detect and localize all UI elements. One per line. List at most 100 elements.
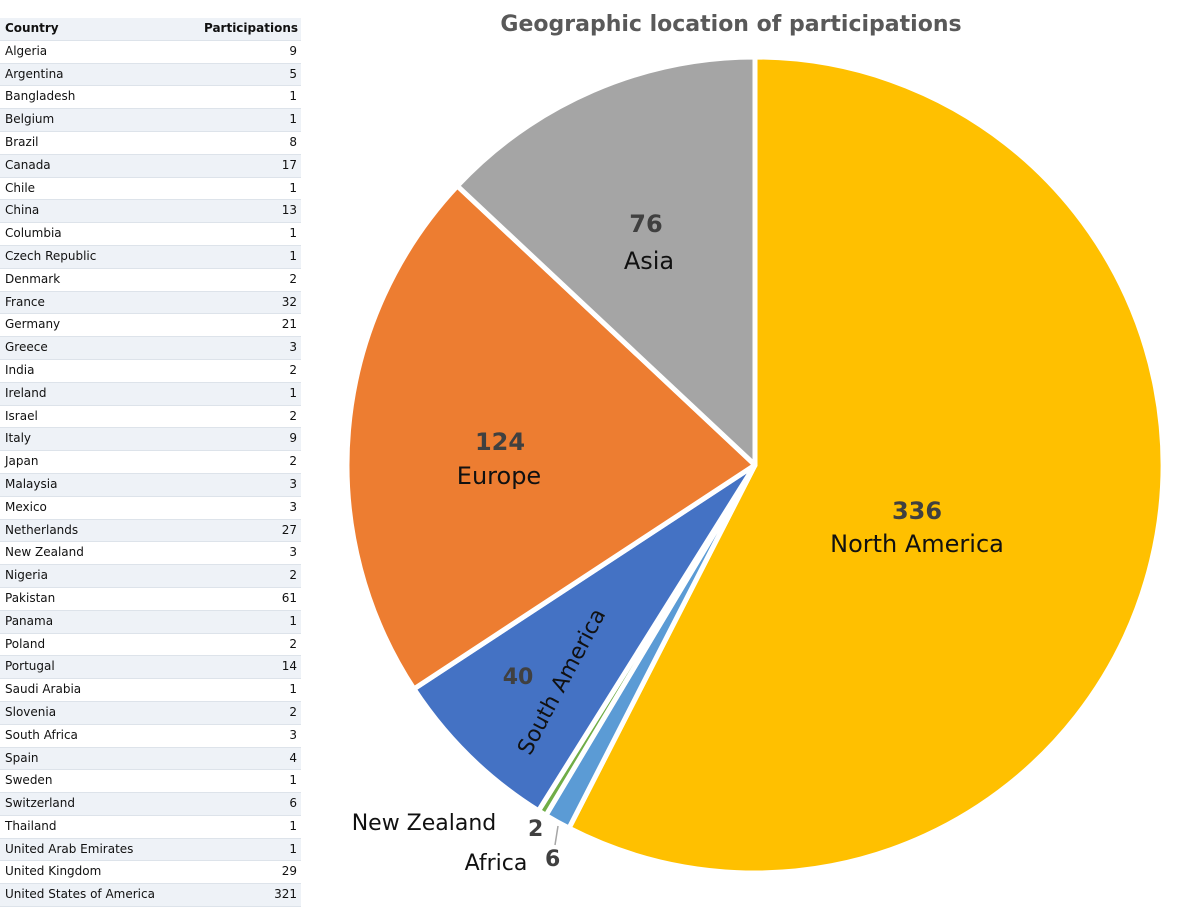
- country-cell: Columbia: [0, 222, 183, 246]
- country-cell: Greece: [0, 336, 183, 360]
- participations-cell: 4: [182, 747, 301, 771]
- country-cell: Bangladesh: [0, 85, 183, 110]
- table-row: Argentina 5: [0, 63, 301, 87]
- country-cell: United Kingdom: [0, 860, 183, 885]
- participations-cell: 3: [182, 541, 301, 566]
- participations-cell: 1: [182, 838, 301, 862]
- participations-cell: 1: [182, 610, 301, 634]
- country-cell: Portugal: [0, 655, 183, 680]
- participations-cell: 1: [182, 678, 301, 702]
- data-label-value: 76: [629, 210, 662, 238]
- leader-line: [554, 825, 559, 846]
- country-cell: Denmark: [0, 268, 183, 292]
- table-row: France 32: [0, 291, 301, 315]
- participations-cell: 61: [182, 587, 301, 611]
- participations-cell: 17: [182, 154, 301, 178]
- leader-lines: [554, 825, 559, 846]
- table-row: Mexico 3: [0, 496, 301, 520]
- table-row: United States of America 321: [0, 883, 301, 907]
- pie-slices: [344, 54, 1166, 876]
- table-row: Greece 3: [0, 336, 301, 360]
- country-cell: Brazil: [0, 131, 183, 155]
- participations-cell: 2: [182, 633, 301, 657]
- table-row: Israel 2: [0, 405, 301, 429]
- table-row: Saudi Arabia 1: [0, 678, 301, 702]
- country-cell: Malaysia: [0, 473, 183, 497]
- pie-slice-north-america: [566, 54, 1166, 876]
- table-row: Portugal 14: [0, 655, 301, 680]
- data-label-category: Asia: [624, 247, 674, 275]
- participations-cell: 1: [182, 177, 301, 201]
- table-body: Algeria 9 Argentina 5 Bangladesh 1 Belgium 1 Bra…: [0, 40, 301, 907]
- country-cell: Belgium: [0, 108, 183, 132]
- data-label-value: 124: [475, 428, 525, 456]
- table-row: Nigeria 2: [0, 564, 301, 588]
- table-row: Spain 4: [0, 747, 301, 771]
- participations-column-header: Participations: [182, 18, 301, 41]
- participations-cell: 3: [182, 473, 301, 497]
- table-row: Pakistan 61: [0, 587, 301, 611]
- table-row: Belgium 1: [0, 108, 301, 132]
- country-cell: Poland: [0, 633, 183, 657]
- participations-cell: 27: [182, 519, 301, 543]
- participations-cell: 9: [182, 427, 301, 452]
- data-label-category: New Zealand: [352, 811, 497, 836]
- country-cell: Spain: [0, 747, 183, 771]
- country-cell: China: [0, 199, 183, 224]
- table-row: Czech Republic 1: [0, 245, 301, 269]
- data-label-value: 40: [503, 665, 534, 690]
- chart-title: Geographic location of participations: [500, 12, 961, 37]
- table-row: Japan 2: [0, 450, 301, 474]
- data-label-category: Africa: [465, 851, 528, 876]
- participations-cell: 1: [182, 815, 301, 839]
- country-cell: Sweden: [0, 769, 183, 794]
- country-cell: Netherlands: [0, 519, 183, 543]
- table-row: Germany 21: [0, 313, 301, 338]
- participations-cell: 3: [182, 496, 301, 520]
- participations-cell: 1: [182, 245, 301, 269]
- country-cell: Chile: [0, 177, 183, 201]
- participations-cell: 21: [182, 313, 301, 338]
- country-cell: Panama: [0, 610, 183, 634]
- participations-cell: 13: [182, 199, 301, 224]
- table-header-row: Country Participations: [0, 18, 301, 41]
- table-row: Switzerland 6: [0, 792, 301, 816]
- table-row: Denmark 2: [0, 268, 301, 292]
- country-column-header: Country: [0, 18, 183, 41]
- country-cell: Nigeria: [0, 564, 183, 588]
- country-cell: Germany: [0, 313, 183, 338]
- table-row: Canada 17: [0, 154, 301, 178]
- participations-cell: 1: [182, 222, 301, 246]
- participations-cell: 1: [182, 769, 301, 794]
- country-cell: United Arab Emirates: [0, 838, 183, 862]
- country-cell: France: [0, 291, 183, 315]
- participations-cell: 6: [182, 792, 301, 816]
- table-row: South Africa 3: [0, 724, 301, 748]
- country-cell: India: [0, 359, 183, 383]
- table-row: Panama 1: [0, 610, 301, 634]
- pie-slice-asia: [454, 54, 758, 468]
- participations-cell: 2: [182, 268, 301, 292]
- country-cell: Israel: [0, 405, 183, 429]
- table-row: United Kingdom 29: [0, 860, 301, 885]
- country-cell: Czech Republic: [0, 245, 183, 269]
- participations-cell: 2: [182, 359, 301, 383]
- participations-cell: 14: [182, 655, 301, 680]
- participations-cell: 1: [182, 108, 301, 132]
- table-row: Poland 2: [0, 633, 301, 657]
- country-cell: South Africa: [0, 724, 183, 748]
- table-row: Algeria 9: [0, 40, 301, 64]
- table-row: India 2: [0, 359, 301, 383]
- table-row: Malaysia 3: [0, 473, 301, 497]
- participations-cell: 2: [182, 701, 301, 725]
- table-row: Sweden 1: [0, 769, 301, 794]
- country-cell: Italy: [0, 427, 183, 452]
- country-cell: Pakistan: [0, 587, 183, 611]
- country-cell: United States of America: [0, 883, 183, 907]
- data-label-value: 336: [892, 497, 942, 525]
- participations-cell: 3: [182, 724, 301, 748]
- table-row: New Zealand 3: [0, 541, 301, 566]
- country-cell: Thailand: [0, 815, 183, 839]
- table-row: Ireland 1: [0, 382, 301, 406]
- table-row: Slovenia 2: [0, 701, 301, 725]
